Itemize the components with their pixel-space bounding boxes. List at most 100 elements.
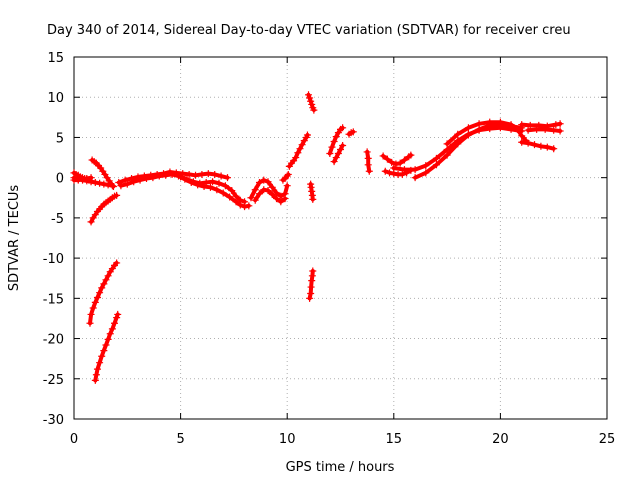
data-point: [251, 196, 259, 204]
data-point: [113, 314, 121, 322]
data-point: [149, 174, 157, 182]
data-point: [486, 118, 494, 126]
data-point: [204, 170, 212, 178]
data-point: [328, 143, 336, 151]
data-point: [496, 118, 504, 126]
data-point: [543, 143, 551, 151]
data-point: [108, 325, 116, 333]
data-point: [196, 179, 204, 187]
y-tick-label: 15: [47, 51, 64, 66]
data-point: [96, 179, 104, 187]
data-point: [307, 183, 315, 191]
data-series: [70, 174, 95, 184]
data-series: [305, 91, 318, 114]
data-point: [349, 128, 357, 136]
data-point: [400, 156, 408, 164]
data-point: [136, 176, 144, 184]
data-point: [379, 152, 387, 160]
data-series: [524, 125, 564, 135]
data-series: [86, 259, 121, 327]
data-point: [268, 183, 276, 191]
data-point: [87, 310, 95, 318]
data-point: [104, 335, 112, 343]
data-point: [332, 133, 340, 141]
data-point: [91, 298, 99, 306]
data-point: [531, 141, 539, 149]
data-point: [524, 139, 532, 147]
data-point: [309, 195, 317, 203]
data-point: [518, 121, 526, 129]
data-point: [277, 198, 285, 206]
data-series: [363, 148, 373, 175]
data-point: [241, 198, 249, 206]
data-point: [383, 155, 391, 163]
data-point: [526, 121, 534, 129]
data-point: [298, 141, 306, 149]
data-point: [386, 169, 394, 177]
data-point: [109, 183, 117, 191]
data-point: [264, 178, 272, 186]
data-series: [381, 166, 415, 178]
data-point: [211, 170, 219, 178]
data-point: [98, 284, 106, 292]
data-point: [260, 186, 268, 194]
data-point: [217, 172, 225, 180]
data-point: [533, 125, 541, 133]
data-point: [198, 170, 206, 178]
data-point: [337, 146, 344, 154]
data-point: [213, 186, 221, 194]
data-point: [130, 178, 138, 186]
data-point: [219, 189, 227, 197]
data-point: [87, 174, 95, 182]
data-point: [260, 176, 268, 184]
x-tick-label: 25: [599, 432, 616, 447]
data-point: [464, 124, 472, 132]
data-point: [224, 174, 232, 182]
data-series: [326, 124, 347, 158]
data-point: [443, 151, 451, 159]
data-point: [308, 187, 316, 195]
data-point: [550, 145, 558, 153]
data-series: [88, 156, 117, 191]
data-point: [202, 178, 210, 186]
data-point: [310, 106, 318, 114]
data-point: [464, 131, 472, 139]
data-point: [407, 151, 415, 159]
data-point: [432, 161, 440, 169]
y-axis-label: SDTVAR / TECUs: [7, 185, 22, 292]
y-tick-label: -25: [43, 373, 64, 388]
x-axis-label: GPS time / hours: [286, 460, 395, 475]
data-point: [334, 150, 342, 158]
data-point: [98, 352, 106, 360]
data-point: [432, 154, 440, 162]
series-trace: [287, 133, 310, 169]
data-point: [281, 195, 289, 203]
data-series: [345, 128, 357, 138]
data-point: [396, 159, 404, 167]
data-point: [422, 162, 430, 170]
data-point: [142, 174, 150, 182]
data-point: [339, 141, 347, 149]
data-point: [306, 294, 314, 302]
data-point: [422, 169, 430, 177]
x-tick-label: 10: [279, 432, 296, 447]
data-point: [518, 138, 526, 146]
data-point: [155, 172, 163, 180]
data-point: [228, 187, 236, 195]
data-point: [111, 319, 119, 327]
data-point: [400, 166, 408, 174]
data-point: [326, 150, 334, 158]
data-point: [556, 127, 564, 135]
data-series: [285, 131, 311, 170]
data-point: [330, 137, 338, 145]
data-point: [209, 178, 217, 186]
data-point: [100, 180, 108, 188]
data-point: [292, 154, 300, 162]
data-point: [537, 142, 545, 150]
x-tick-label: 20: [492, 432, 509, 447]
data-point: [388, 158, 396, 166]
grid: [74, 57, 607, 419]
data-point: [303, 131, 311, 139]
data-point: [454, 130, 462, 138]
chart-title: Day 340 of 2014, Sidereal Day-to-day VTE…: [47, 23, 571, 38]
